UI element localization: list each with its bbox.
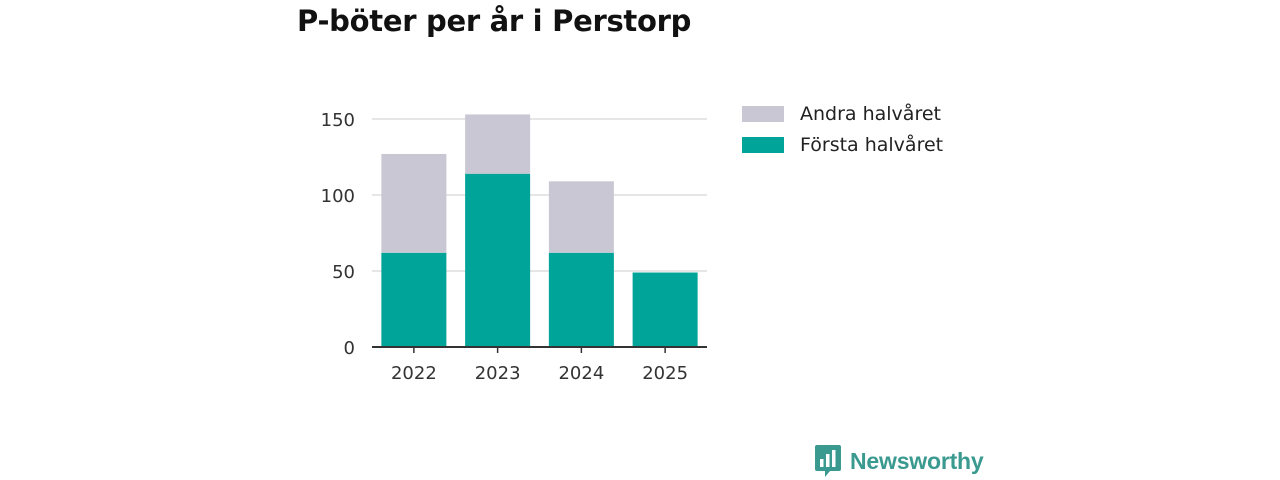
x-tick-label-2023: 2023: [475, 363, 521, 384]
legend-swatch-forsta: [742, 136, 784, 153]
x-tick-label-2022: 2022: [391, 363, 437, 384]
legend-item-andra: Andra halvåret: [742, 98, 943, 129]
bar-2023-series-1: [465, 114, 531, 174]
newsworthy-logo: Newsworthy: [814, 444, 984, 478]
legend-label-andra: Andra halvåret: [800, 102, 941, 125]
y-tick-label-0: 0: [344, 338, 355, 359]
bar-2024-series-0: [548, 252, 614, 347]
chart-title: P-böter per år i Perstorp: [297, 4, 692, 38]
bar-2025-series-0: [632, 272, 698, 347]
brand-name: Newsworthy: [850, 447, 984, 474]
legend-swatch-andra: [742, 105, 784, 122]
legend-item-forsta: Första halvåret: [742, 129, 943, 160]
y-tick-label-50: 50: [332, 262, 355, 283]
bar-2024-series-1: [548, 181, 614, 253]
y-tick-label-150: 150: [321, 110, 355, 131]
y-tick-label-100: 100: [321, 186, 355, 207]
bar-2023-series-0: [465, 173, 531, 347]
x-tick-label-2025: 2025: [642, 363, 688, 384]
x-tick-label-2024: 2024: [558, 363, 604, 384]
bar-2022-series-0: [381, 252, 447, 347]
legend-label-forsta: Första halvåret: [800, 133, 944, 156]
newsworthy-chart-icon: [815, 445, 841, 477]
legend: Andra halvåret Första halvåret: [742, 98, 943, 160]
bar-2022-series-1: [381, 153, 447, 253]
